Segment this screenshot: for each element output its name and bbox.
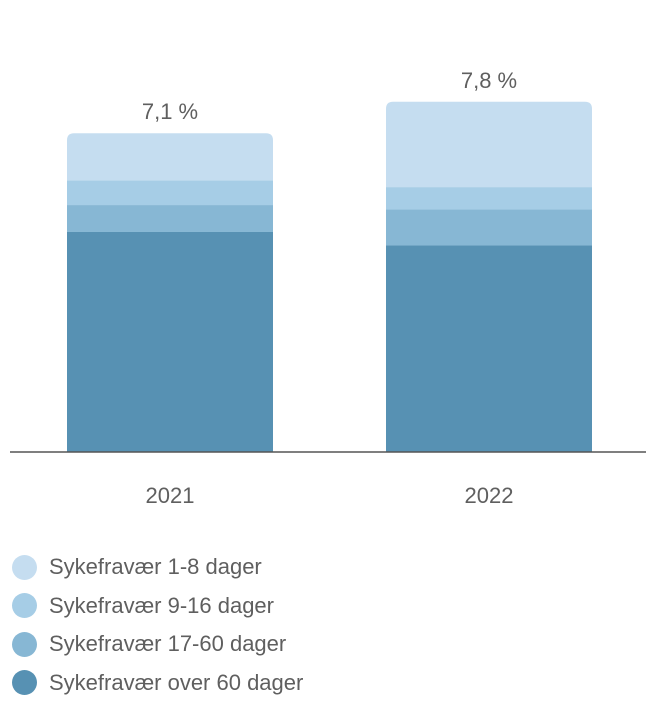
legend-label: Sykefravær 9-16 dager bbox=[49, 592, 274, 618]
legend-item-sykefrav-r-9-16-dager: Sykefravær 9-16 dager bbox=[12, 593, 303, 619]
stacked-bar-chart: 7,1 % 2021 7,8 % 2022 bbox=[10, 68, 646, 508]
bar-2021-sykefrav-r-17-60-dager bbox=[67, 205, 273, 232]
legend-item-sykefrav-r-17-60-dager: Sykefravær 17-60 dager bbox=[12, 631, 303, 657]
bar-2022-sykefrav-r-17-60-dager bbox=[386, 209, 592, 246]
legend-swatch-sykefrav-r-9-16-dager bbox=[12, 593, 37, 618]
x-tick-label-2021: 2021 bbox=[146, 483, 195, 508]
bar-2021-sykefrav-r-1-8-dager bbox=[67, 133, 273, 181]
legend-label: Sykefravær over 60 dager bbox=[49, 669, 304, 695]
legend-item-sykefrav-r-over-60-dager: Sykefravær over 60 dager bbox=[12, 670, 303, 696]
bars-group bbox=[67, 101, 592, 452]
bar-2021-sykefrav-r-9-16-dager bbox=[67, 180, 273, 206]
legend: Sykefravær 1-8 dager Sykefravær 9-16 dage… bbox=[12, 554, 303, 708]
x-tick-label-2022: 2022 bbox=[465, 483, 514, 508]
legend-swatch-sykefrav-r-1-8-dager bbox=[12, 554, 37, 580]
bar-2022-sykefrav-r-over-60-dager bbox=[386, 245, 592, 452]
bar-2021-sykefrav-r-over-60-dager bbox=[67, 231, 273, 452]
labels-group: 7,1 % 2021 7,8 % 2022 bbox=[142, 68, 517, 508]
bar-2022-sykefrav-r-9-16-dager bbox=[386, 187, 592, 210]
legend-label: Sykefravær 1-8 dager bbox=[49, 554, 262, 579]
bar-2022-sykefrav-r-1-8-dager bbox=[386, 101, 592, 188]
total-label-2021: 7,1 % bbox=[142, 99, 198, 124]
total-label-2022: 7,8 % bbox=[461, 68, 517, 93]
legend-label: Sykefravær 17-60 dager bbox=[49, 631, 287, 656]
legend-swatch-sykefrav-r-over-60-dager bbox=[12, 670, 37, 695]
legend-swatch-sykefrav-r-17-60-dager bbox=[12, 631, 37, 657]
legend-item-sykefrav-r-1-8-dager: Sykefravær 1-8 dager bbox=[12, 554, 303, 580]
